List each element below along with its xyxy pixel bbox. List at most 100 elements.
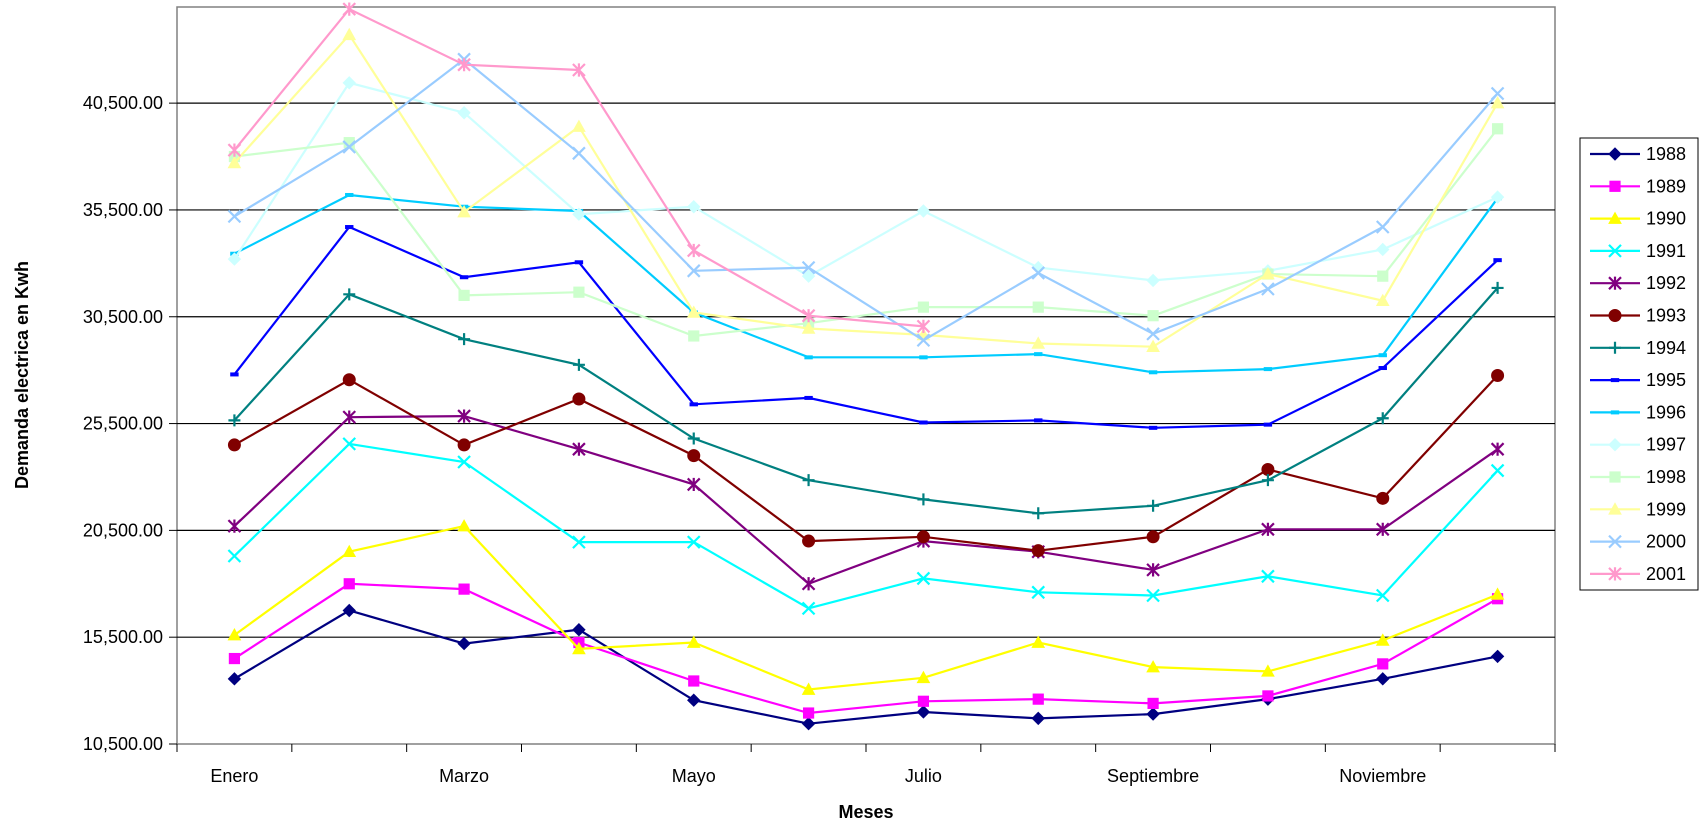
data-point — [1261, 462, 1275, 476]
data-point — [1608, 437, 1622, 452]
legend-label: 1996 — [1646, 402, 1686, 422]
data-point — [457, 205, 471, 218]
legend-label: 1994 — [1646, 338, 1686, 358]
data-point — [1610, 378, 1620, 383]
data-point — [1263, 367, 1273, 372]
data-point — [1261, 282, 1275, 296]
y-tick-label: 20,500.00 — [83, 520, 163, 540]
data-point — [1491, 281, 1504, 294]
data-point — [228, 414, 241, 427]
legend-item: 1995 — [1590, 370, 1686, 390]
data-point — [227, 438, 241, 452]
legend-item: 1993 — [1590, 306, 1686, 326]
y-tick-label: 10,500.00 — [83, 734, 163, 754]
series-line — [233, 57, 1499, 342]
data-point — [1146, 588, 1160, 603]
data-point — [1147, 697, 1159, 710]
legend-label: 1989 — [1646, 176, 1686, 196]
data-point — [1375, 588, 1390, 603]
data-point — [1608, 276, 1622, 290]
data-point — [572, 63, 586, 77]
data-point — [802, 707, 815, 719]
data-point — [1490, 463, 1505, 478]
data-point — [1261, 522, 1275, 537]
legend-item: 1992 — [1590, 273, 1686, 293]
data-point — [1146, 563, 1160, 577]
data-point — [687, 432, 700, 445]
data-point — [919, 420, 928, 425]
data-point — [457, 455, 471, 469]
legend-item: 1997 — [1590, 435, 1686, 455]
x-tick-label: Marzo — [439, 766, 489, 786]
data-point — [916, 530, 930, 544]
data-point — [1147, 310, 1159, 322]
y-tick-label: 40,500.00 — [83, 93, 163, 113]
legend-label: 1995 — [1646, 370, 1686, 390]
data-point — [1375, 522, 1390, 537]
data-point — [572, 146, 586, 161]
x-tick-label: Mayo — [672, 766, 716, 786]
data-point — [227, 143, 242, 157]
data-point — [1031, 635, 1046, 648]
data-point — [230, 372, 239, 377]
data-point — [227, 628, 242, 641]
data-point — [227, 672, 242, 686]
data-point — [801, 682, 816, 695]
legend-label: 2000 — [1646, 532, 1686, 552]
data-point — [1032, 693, 1044, 705]
data-point — [457, 106, 471, 120]
data-point — [686, 635, 701, 648]
series-line — [233, 414, 1499, 586]
data-point — [1146, 327, 1160, 341]
series-line — [233, 524, 1499, 691]
data-point — [1376, 491, 1390, 505]
series-line — [233, 609, 1498, 725]
data-point — [686, 243, 701, 258]
data-point — [227, 209, 242, 224]
plot-area — [176, 6, 1556, 745]
data-point — [458, 333, 471, 346]
data-point — [916, 333, 931, 348]
data-point — [1608, 534, 1622, 549]
data-point — [343, 288, 356, 301]
data-point — [1261, 569, 1275, 584]
data-point — [572, 119, 586, 132]
data-point — [1376, 672, 1390, 686]
data-point — [916, 670, 931, 684]
y-tick-label: 30,500.00 — [83, 307, 163, 327]
data-point — [801, 308, 816, 323]
legend-label: 1990 — [1646, 209, 1686, 229]
data-point — [1262, 690, 1274, 702]
data-point — [457, 57, 471, 72]
legend-item: 1990 — [1590, 209, 1686, 229]
series-1993 — [227, 369, 1505, 558]
data-point — [1376, 412, 1389, 425]
data-point — [1490, 86, 1505, 101]
series-line — [234, 128, 1499, 338]
x-tick-label: Enero — [210, 766, 258, 786]
data-point — [572, 442, 586, 456]
data-point — [1608, 211, 1622, 224]
data-point — [572, 641, 586, 655]
legend-item: 1988 — [1590, 144, 1686, 164]
data-point — [1148, 425, 1158, 430]
data-point — [802, 474, 815, 487]
data-point — [1491, 369, 1505, 382]
data-point — [1491, 123, 1504, 135]
data-point — [345, 225, 354, 230]
data-point — [342, 437, 357, 451]
y-axis-title: Demanda electrica en Kwh — [12, 261, 32, 489]
data-point — [1608, 309, 1622, 322]
data-point — [459, 275, 469, 280]
legend-item: 1991 — [1590, 241, 1686, 261]
data-point — [573, 286, 585, 298]
data-point — [1031, 544, 1045, 558]
legend-label: 2001 — [1646, 564, 1686, 584]
x-tick-label: Julio — [905, 766, 942, 786]
data-point — [1146, 530, 1160, 544]
data-point — [1376, 242, 1390, 257]
legend-label: 1992 — [1646, 273, 1686, 293]
data-point — [1378, 366, 1387, 371]
data-point — [227, 252, 242, 266]
data-point — [801, 716, 816, 731]
